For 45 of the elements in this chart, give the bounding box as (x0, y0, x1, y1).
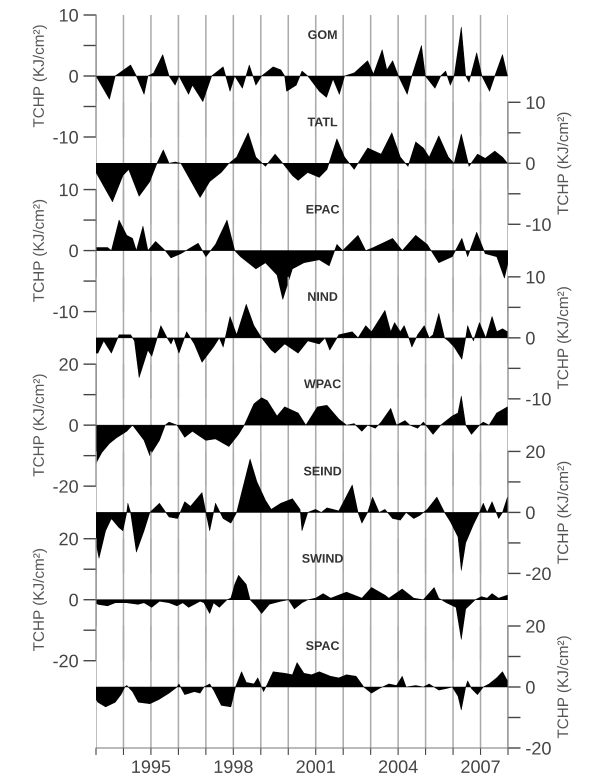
y2-tick-label: 10 (526, 270, 545, 284)
text: WPAC (304, 379, 341, 388)
y-tick-label: 10 (60, 8, 78, 22)
x-tick-label: 2007 (461, 760, 500, 774)
y-tick-label: 10 (60, 184, 78, 196)
y-axis-title: TCHP (KJ/cm²) (32, 200, 47, 302)
y2-tick-label: -10 (526, 218, 551, 232)
y2-tick-label: 10 (526, 96, 545, 110)
x-tick-label: 2001 (296, 760, 335, 774)
y-axis-title: TCHP (KJ/cm²) (32, 25, 47, 128)
y2-axis-title: TCHP (KJ/cm²) (557, 462, 572, 564)
y2-axis-title: TCHP (KJ/cm²) (557, 112, 572, 215)
text: SWIND (302, 554, 343, 563)
y-tick-label: 0 (69, 70, 78, 83)
text: NIND (308, 292, 338, 301)
y2-tick-label: -20 (526, 742, 551, 755)
y-tick-label: -10 (53, 306, 78, 318)
y-tick-label: -10 (53, 130, 78, 144)
y-tick-label: -20 (53, 480, 78, 493)
y-tick-label: 20 (59, 358, 78, 371)
text: GOM (308, 30, 337, 40)
y2-tick-label: 0 (526, 157, 535, 170)
text: SPAC (306, 641, 340, 650)
y2-tick-label: 0 (526, 680, 535, 694)
y2-tick-label: 0 (526, 332, 535, 345)
x-tick-label: 2004 (378, 760, 418, 774)
y2-tick-label: 20 (526, 445, 545, 458)
y-axis-title: TCHP (KJ/cm²) (32, 374, 47, 476)
x-tick-label: 1998 (214, 760, 253, 774)
y-tick-label: -20 (53, 654, 78, 668)
text: EPAC (306, 204, 340, 214)
y-tick-label: 0 (69, 244, 78, 258)
y2-axis-title: TCHP (KJ/cm²) (557, 287, 572, 390)
y-axis-title: TCHP (KJ/cm²) (32, 549, 47, 652)
text: TATL (308, 118, 338, 126)
y-tick-label: 0 (69, 419, 78, 432)
y-tick-label: 20 (59, 532, 78, 546)
y2-tick-label: -10 (526, 392, 551, 406)
y2-axis-title: TCHP (KJ/cm²) (557, 636, 572, 738)
x-tick-label: 1995 (132, 760, 170, 774)
y2-tick-label: -20 (526, 567, 551, 580)
y-tick-label: 0 (69, 594, 78, 606)
y2-tick-label: 0 (526, 506, 535, 520)
text: SEIND (304, 466, 342, 476)
y2-tick-label: 20 (526, 620, 545, 633)
